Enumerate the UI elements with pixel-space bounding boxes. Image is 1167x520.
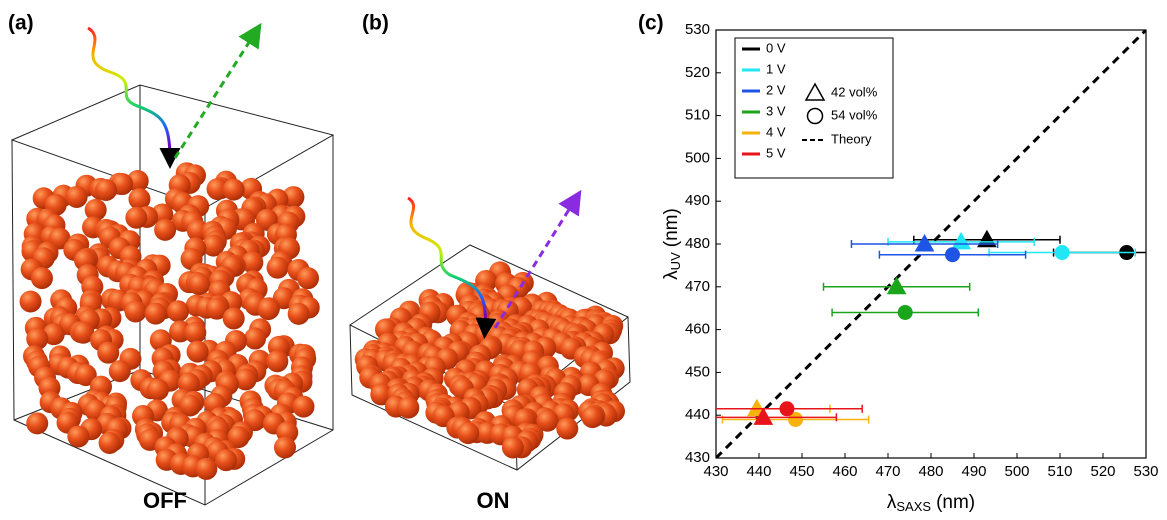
axis-label: λSAXS (nm) [887,492,975,514]
x-tick-label: 520 [1090,463,1115,480]
y-tick-label: 450 [685,363,710,380]
x-tick-label: 440 [746,463,771,480]
legend-label: 5 V [766,145,786,160]
legend-label: 42 vol% [831,84,878,99]
sphere [147,379,169,401]
sphere [154,219,176,241]
legend-label: Theory [831,131,872,146]
sphere [188,273,210,295]
sphere [257,298,279,320]
axis-subscript: UV [668,252,683,270]
y-tick-label: 510 [685,107,710,124]
axis-symbol: λ [661,270,682,280]
sphere [288,303,310,325]
sphere [581,406,603,428]
sphere [297,267,319,289]
y-tick-label: 500 [685,149,710,166]
spheres-off [20,162,320,480]
x-tick-label: 470 [875,463,900,480]
sphere [125,300,147,322]
y-tick-label: 530 [685,21,710,38]
sphere [556,418,578,440]
sphere [292,396,314,418]
sphere [223,179,245,201]
panel-caption: ON [477,488,510,513]
legend-label: 54 vol% [831,107,878,122]
sphere [195,458,217,480]
legend-label: 4 V [766,124,786,139]
x-tick-label: 480 [918,463,943,480]
y-tick-label: 480 [685,235,710,252]
sphere [97,342,119,364]
y-tick-label: 430 [685,449,710,466]
sphere [266,350,288,372]
sphere [99,432,121,454]
sphere [67,425,89,447]
x-tick-label: 450 [789,463,814,480]
sphere [397,397,419,419]
scattered-light [175,33,255,158]
axis-subscript: SAXS [896,499,931,514]
panel-label: (c) [638,12,664,35]
spheres-on [355,261,625,458]
incident-light [88,28,170,160]
sphere [274,436,296,458]
sphere [145,303,167,325]
figure: (a) (b) (c) OFF ON 430 440 450 460 470 480 490… [0,0,1167,520]
x-tick-label: 460 [832,463,857,480]
sphere [95,179,117,201]
y-tick-label: 460 [685,321,710,338]
circle-marker [1055,245,1070,260]
legend-label: 1 V [766,61,786,76]
sphere [457,422,479,444]
legend: 0 V 1 V 2 V 3 V 4 V 5 V 42 vol% 54 vol% Theory [735,38,893,178]
legend-label: 3 V [766,103,786,118]
panel-caption: OFF [143,488,187,513]
sphere [125,207,147,229]
sphere [215,449,237,471]
axis-unit: (nm) [661,208,682,247]
triangle-marker [916,235,934,251]
panel-label: (a) [8,12,34,35]
circle-marker [945,247,960,262]
sphere [20,290,42,312]
circle-marker [779,401,794,416]
sphere [502,436,524,458]
x-tick-label: 500 [1004,463,1029,480]
sphere [244,328,266,350]
sphere [184,322,206,344]
sphere [167,300,189,322]
axis-label: λUV (nm) [661,208,683,280]
page: (a) (b) (c) OFF ON 430 440 450 460 470 480 490… [0,0,1167,520]
sphere [26,412,48,434]
x-tick-label: 490 [961,463,986,480]
circle-marker [898,305,913,320]
x-tick-label: 510 [1047,463,1072,480]
sphere [187,341,209,363]
axis-symbol: λ [887,492,897,513]
triangle-marker [952,233,970,249]
sphere [109,360,131,382]
sphere [66,186,88,208]
panel-label: (b) [362,12,389,35]
y-tick-label: 440 [685,406,710,423]
x-tick-label: 530 [1133,463,1158,480]
y-tick-label: 490 [685,192,710,209]
legend-label: 2 V [766,82,786,97]
y-tick-label: 470 [685,278,710,295]
legend-label: 0 V [766,40,786,55]
sphere [223,307,245,329]
sphere [31,267,53,289]
axis-unit: (nm) [936,492,975,513]
y-tick-label: 520 [685,64,710,81]
sphere [267,257,289,279]
